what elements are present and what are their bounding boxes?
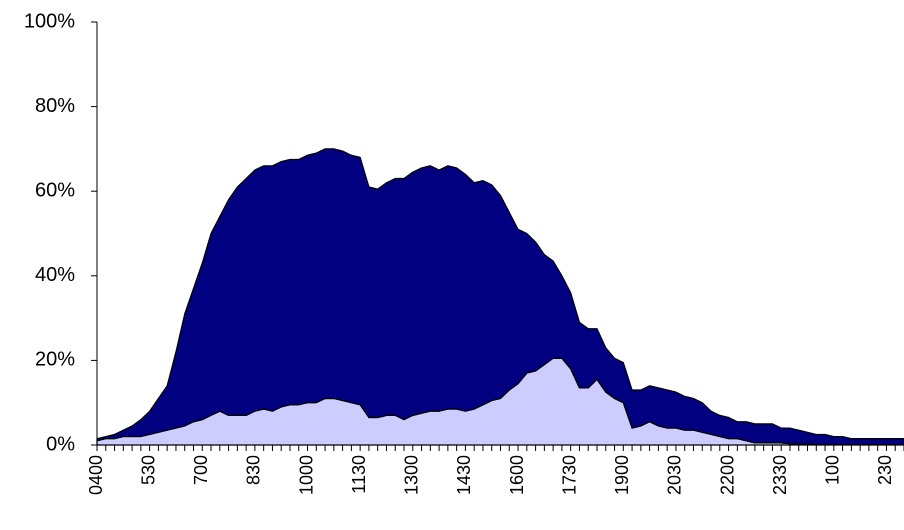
x-tick-label: 1600 xyxy=(507,455,527,495)
x-tick-label: 100 xyxy=(823,455,843,485)
y-tick-label: 40% xyxy=(35,264,75,286)
y-tick-label: 80% xyxy=(35,95,75,117)
x-tick-label: 2330 xyxy=(770,455,790,495)
x-tick-label: 830 xyxy=(244,455,264,485)
area xyxy=(96,148,904,446)
x-tick-label: 230 xyxy=(875,455,895,485)
y-tick-label: 60% xyxy=(35,179,75,201)
x-tick-label: 1300 xyxy=(402,455,422,495)
x-tick-label: 2200 xyxy=(717,455,737,495)
y-tick-label: 100% xyxy=(24,10,75,32)
x-tick-label: 1000 xyxy=(296,455,316,495)
y-tick-label: 20% xyxy=(35,349,75,371)
x-tick-label: 1430 xyxy=(454,455,474,495)
x-tick-label: 530 xyxy=(138,455,158,485)
x-tick-label: 2030 xyxy=(665,455,685,495)
x-tick-label: 1900 xyxy=(612,455,632,495)
x-tick-label: 1130 xyxy=(349,455,369,494)
x-tick-label: 0400 xyxy=(86,455,106,495)
y-tick-label: 0% xyxy=(46,433,75,455)
x-tick-label: 1730 xyxy=(559,455,579,495)
x-tick-label: 700 xyxy=(191,455,211,485)
